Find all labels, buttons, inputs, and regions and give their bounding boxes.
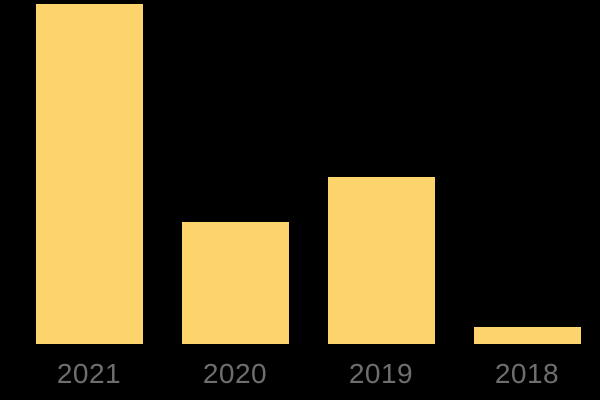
bar-slot-2020 xyxy=(162,0,308,344)
bar-2020 xyxy=(181,222,289,344)
bar-slot-2019 xyxy=(308,0,454,344)
plot-area xyxy=(16,0,600,344)
x-tick-label-2018: 2018 xyxy=(494,358,560,389)
bar-2018 xyxy=(473,327,581,344)
bar-2021 xyxy=(35,4,143,344)
x-axis-tick-labels: 2021 2020 2019 2018 xyxy=(16,360,600,388)
bar-slot-2018 xyxy=(454,0,600,344)
bar-slot-2021 xyxy=(16,0,162,344)
x-tick-label-2019: 2019 xyxy=(348,358,414,389)
x-tick-label-2021: 2021 xyxy=(56,358,122,389)
bar-2019 xyxy=(327,177,435,344)
x-tick-label-2020: 2020 xyxy=(202,358,268,389)
